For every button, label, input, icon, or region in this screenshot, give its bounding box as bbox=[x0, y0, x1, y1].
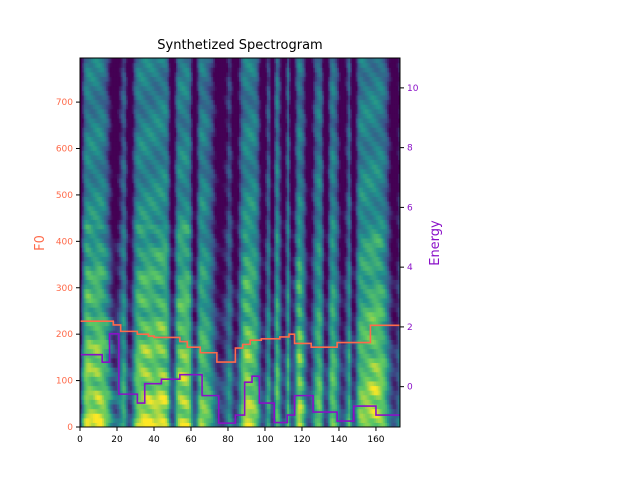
y-right-tick-label: 2 bbox=[407, 323, 413, 333]
y-left-tick-label: 600 bbox=[56, 145, 73, 155]
y-right-tick-label: 8 bbox=[407, 144, 413, 154]
x-tick-label: 120 bbox=[293, 435, 310, 445]
y-left-tick-label: 100 bbox=[56, 377, 73, 387]
y-axis-left-label: F0 bbox=[33, 235, 48, 251]
y-right-tick-label: 6 bbox=[407, 203, 413, 213]
y-axis-right: 0 2 4 6 8 10 bbox=[400, 84, 419, 393]
y-left-tick-label: 200 bbox=[56, 330, 73, 340]
y-left-tick-label: 500 bbox=[56, 191, 73, 201]
x-tick-label: 60 bbox=[185, 435, 197, 445]
y-right-tick-label: 10 bbox=[407, 84, 419, 94]
y-left-tick-label: 0 bbox=[67, 423, 73, 433]
y-right-tick-label: 4 bbox=[407, 263, 413, 273]
y-left-tick-label: 700 bbox=[56, 98, 73, 108]
x-tick-label: 100 bbox=[256, 435, 273, 445]
x-tick-label: 80 bbox=[222, 435, 234, 445]
x-tick-label: 40 bbox=[148, 435, 160, 445]
x-tick-label: 140 bbox=[330, 435, 347, 445]
x-tick-label: 160 bbox=[367, 435, 384, 445]
spectrogram-heatmap bbox=[80, 58, 401, 428]
y-left-tick-label: 300 bbox=[56, 284, 73, 294]
y-axis-right-label: Energy bbox=[428, 220, 443, 266]
x-tick-label: 20 bbox=[111, 435, 123, 445]
x-tick-label: 0 bbox=[77, 435, 83, 445]
y-left-tick-label: 400 bbox=[56, 237, 73, 247]
x-axis: 0 20 40 60 80 100 120 140 160 bbox=[77, 427, 385, 445]
chart-title: Synthetized Spectrogram bbox=[157, 38, 322, 53]
y-axis-left: 0 100 200 300 400 500 600 700 bbox=[56, 98, 80, 433]
y-right-tick-label: 0 bbox=[407, 383, 413, 393]
